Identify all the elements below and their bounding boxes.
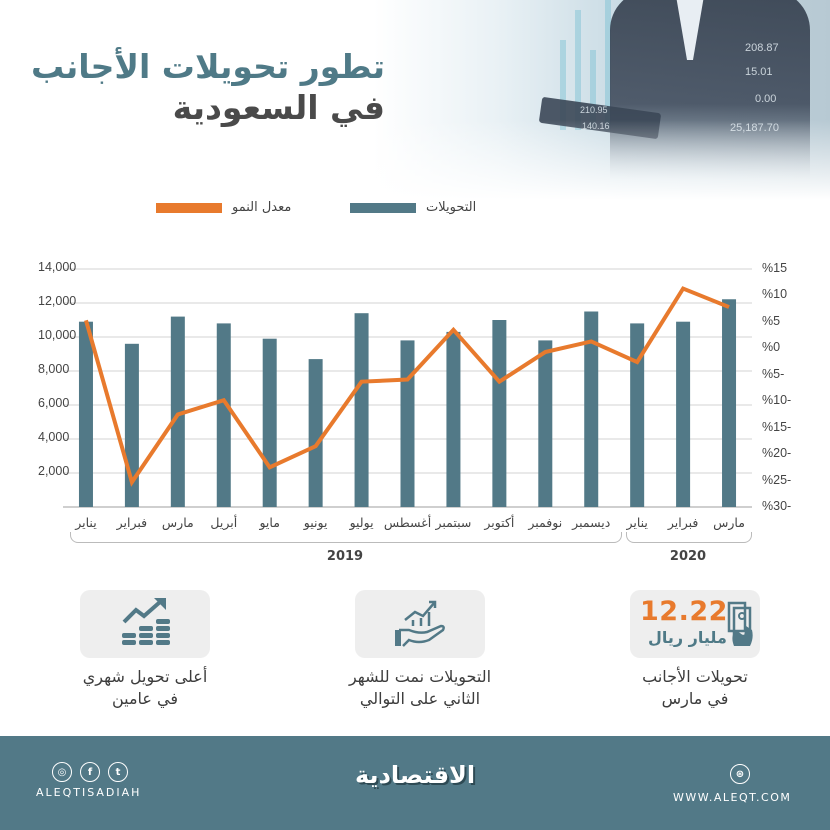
hero-decor-bar	[560, 40, 566, 130]
hero-banner: 208.87 15.01 0.00 25,187.70 210.95 140.1…	[0, 0, 830, 200]
hero-number: 210.95	[580, 105, 608, 115]
x-tick-label: يناير	[626, 515, 648, 530]
bar-transfers	[78, 321, 93, 507]
legend-item-growth: معدل النمو	[156, 200, 291, 215]
x-tick-label: فبراير	[667, 515, 699, 530]
bar-transfers	[722, 299, 737, 507]
bar-transfers	[400, 340, 415, 507]
y-tick-right: %10	[762, 287, 788, 302]
bar-transfers	[584, 311, 599, 507]
twitter-icon[interactable]: t	[108, 762, 128, 782]
bar-transfers	[446, 331, 461, 507]
title-line-2: في السعودية	[172, 88, 385, 128]
website-icon: ⊛	[730, 764, 750, 784]
y-tick-left: 8,000	[38, 362, 70, 376]
x-tick-label: أكتوبر	[484, 515, 515, 530]
stat-value: 12.22	[640, 596, 728, 627]
y-tick-right: %10-	[762, 393, 792, 408]
title-line-1: تطور تحويلات الأجانب	[30, 47, 385, 86]
hero-decor-bar	[605, 0, 611, 130]
caption-line: التحويلات نمت للشهر	[348, 667, 492, 686]
caption-line: في عامين	[111, 688, 179, 708]
bar-transfers	[308, 359, 323, 507]
x-tick-label: أبريل	[210, 515, 238, 530]
x-tick-label: ديسمبر	[572, 515, 611, 530]
year-bracket-2019	[70, 532, 622, 543]
hero-decor-bar	[590, 50, 596, 130]
footer: ◎ f t ALEQTISADIAH الاقتصادية ⊛ WWW.ALEQ…	[0, 736, 830, 830]
x-tick-label: مارس	[161, 515, 194, 530]
stat-caption: أعلى تحويل شهري في عامين	[45, 666, 245, 709]
hero-number: 0.00	[755, 93, 777, 105]
bar-transfers	[354, 313, 369, 507]
bar-transfers	[216, 323, 231, 507]
hero-decor-bar	[575, 10, 581, 130]
stat-caption: تحويلات الأجانب في مارس	[595, 666, 795, 709]
y-tick-right: %20-	[762, 446, 792, 461]
x-tick-label: نوفمبر	[528, 515, 563, 530]
year-bracket-2020	[626, 532, 752, 543]
page-title: تطور تحويلات الأجانب في السعودية	[31, 46, 385, 129]
year-label-2019: 2019	[326, 549, 364, 564]
hero-number: 15.01	[745, 66, 773, 78]
caption-line: في مارس	[661, 688, 729, 708]
y-tick-left: 12,000	[38, 294, 77, 308]
y-tick-left: 10,000	[38, 328, 77, 342]
y-tick-left: 2,000	[38, 464, 70, 478]
y-tick-right: %30-	[762, 499, 792, 513]
x-tick-label: أغسطس	[383, 515, 432, 530]
legend-swatch-bar	[350, 202, 416, 213]
growth-rate-line	[84, 286, 730, 487]
legend-item-transfers: التحويلات	[350, 200, 476, 215]
legend-swatch-line	[156, 202, 222, 213]
x-tick-label: فبراير	[116, 515, 148, 530]
bar-transfers	[630, 323, 645, 507]
y-tick-right: %5-	[762, 366, 785, 381]
y-tick-left: 14,000	[38, 260, 77, 274]
y-tick-right: %5	[762, 313, 781, 328]
coins-growth-icon	[122, 598, 170, 645]
stat-card-highest	[80, 590, 210, 658]
y-tick-right: %15-	[762, 419, 792, 434]
social-handle[interactable]: ALEQTISADIAH	[36, 786, 142, 799]
stat-caption: التحويلات نمت للشهر الثاني على التوالي	[320, 666, 520, 709]
bar-transfers	[676, 321, 691, 507]
x-tick-label: يونيو	[303, 515, 328, 530]
brand-logo: الاقتصادية	[355, 761, 476, 789]
facebook-icon[interactable]: f	[80, 762, 100, 782]
bar-transfers	[492, 320, 507, 507]
caption-line: الثاني على التوالي	[359, 688, 481, 708]
bar-transfers	[124, 343, 139, 507]
bar-transfers	[170, 316, 185, 507]
caption-line: أعلى تحويل شهري	[82, 667, 208, 686]
x-tick-label: سبتمبر	[435, 515, 472, 530]
hero-fade	[0, 120, 830, 200]
x-tick-label: يناير	[75, 515, 97, 530]
website-link[interactable]: WWW.ALEQT.COM	[673, 791, 792, 804]
money-hand-icon	[727, 601, 753, 646]
y-tick-right: %25-	[762, 472, 792, 487]
legend-label: معدل النمو	[232, 200, 292, 215]
y-tick-right: %15	[762, 261, 788, 275]
hero-number: 208.87	[745, 42, 779, 54]
y-tick-left: 4,000	[38, 430, 70, 444]
y-tick-left: 6,000	[38, 396, 70, 410]
legend-label: التحويلات	[426, 200, 477, 215]
caption-line: تحويلات الأجانب	[642, 667, 748, 686]
x-tick-label: مارس	[713, 515, 745, 530]
x-tick-label: يوليو	[349, 515, 374, 530]
y-tick-right: %0	[762, 340, 781, 355]
stat-unit: مليار ريال	[648, 628, 727, 647]
stat-card-march-value: 12.22 مليار ريال	[630, 590, 760, 658]
year-label-2020: 2020	[669, 549, 707, 564]
growth-hand-icon	[395, 600, 445, 647]
bar-transfers	[538, 340, 553, 507]
stat-card-growth	[355, 590, 485, 658]
bar-transfers	[262, 338, 277, 507]
x-tick-label: مايو	[259, 515, 280, 530]
instagram-icon[interactable]: ◎	[52, 762, 72, 782]
